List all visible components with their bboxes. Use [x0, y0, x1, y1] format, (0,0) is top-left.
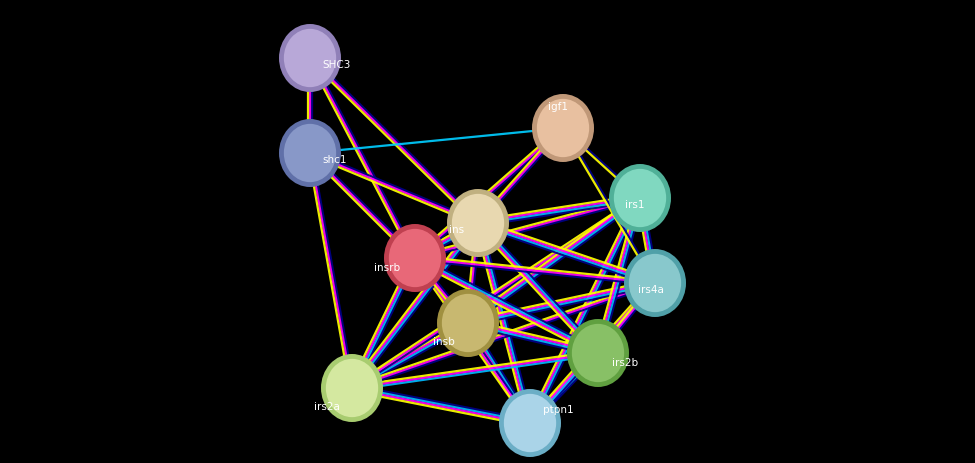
- Text: irs1: irs1: [625, 200, 644, 210]
- Text: ptpn1: ptpn1: [543, 405, 573, 415]
- Text: irs2b: irs2b: [612, 358, 638, 368]
- Ellipse shape: [613, 168, 667, 228]
- Ellipse shape: [609, 164, 671, 232]
- Ellipse shape: [499, 389, 561, 457]
- Text: irs4a: irs4a: [638, 285, 664, 295]
- Ellipse shape: [624, 249, 686, 317]
- Text: SHC3: SHC3: [322, 60, 350, 70]
- Ellipse shape: [321, 354, 383, 422]
- Ellipse shape: [384, 224, 446, 292]
- Ellipse shape: [283, 28, 337, 88]
- Ellipse shape: [279, 119, 341, 187]
- Text: irs2a: irs2a: [314, 402, 340, 412]
- Text: insrb: insrb: [373, 263, 400, 273]
- Ellipse shape: [571, 323, 625, 383]
- Ellipse shape: [628, 253, 682, 313]
- Ellipse shape: [567, 319, 629, 387]
- Text: insb: insb: [433, 337, 455, 347]
- Text: igf1: igf1: [548, 102, 568, 112]
- Ellipse shape: [447, 189, 509, 257]
- Ellipse shape: [388, 228, 442, 288]
- Ellipse shape: [279, 24, 341, 92]
- Ellipse shape: [451, 193, 505, 253]
- Ellipse shape: [325, 358, 379, 418]
- Ellipse shape: [536, 98, 590, 158]
- Ellipse shape: [503, 393, 557, 453]
- Text: ins: ins: [448, 225, 464, 235]
- Ellipse shape: [283, 123, 337, 183]
- Text: shc1: shc1: [322, 155, 346, 165]
- Ellipse shape: [437, 289, 499, 357]
- Ellipse shape: [441, 293, 495, 353]
- Ellipse shape: [532, 94, 594, 162]
